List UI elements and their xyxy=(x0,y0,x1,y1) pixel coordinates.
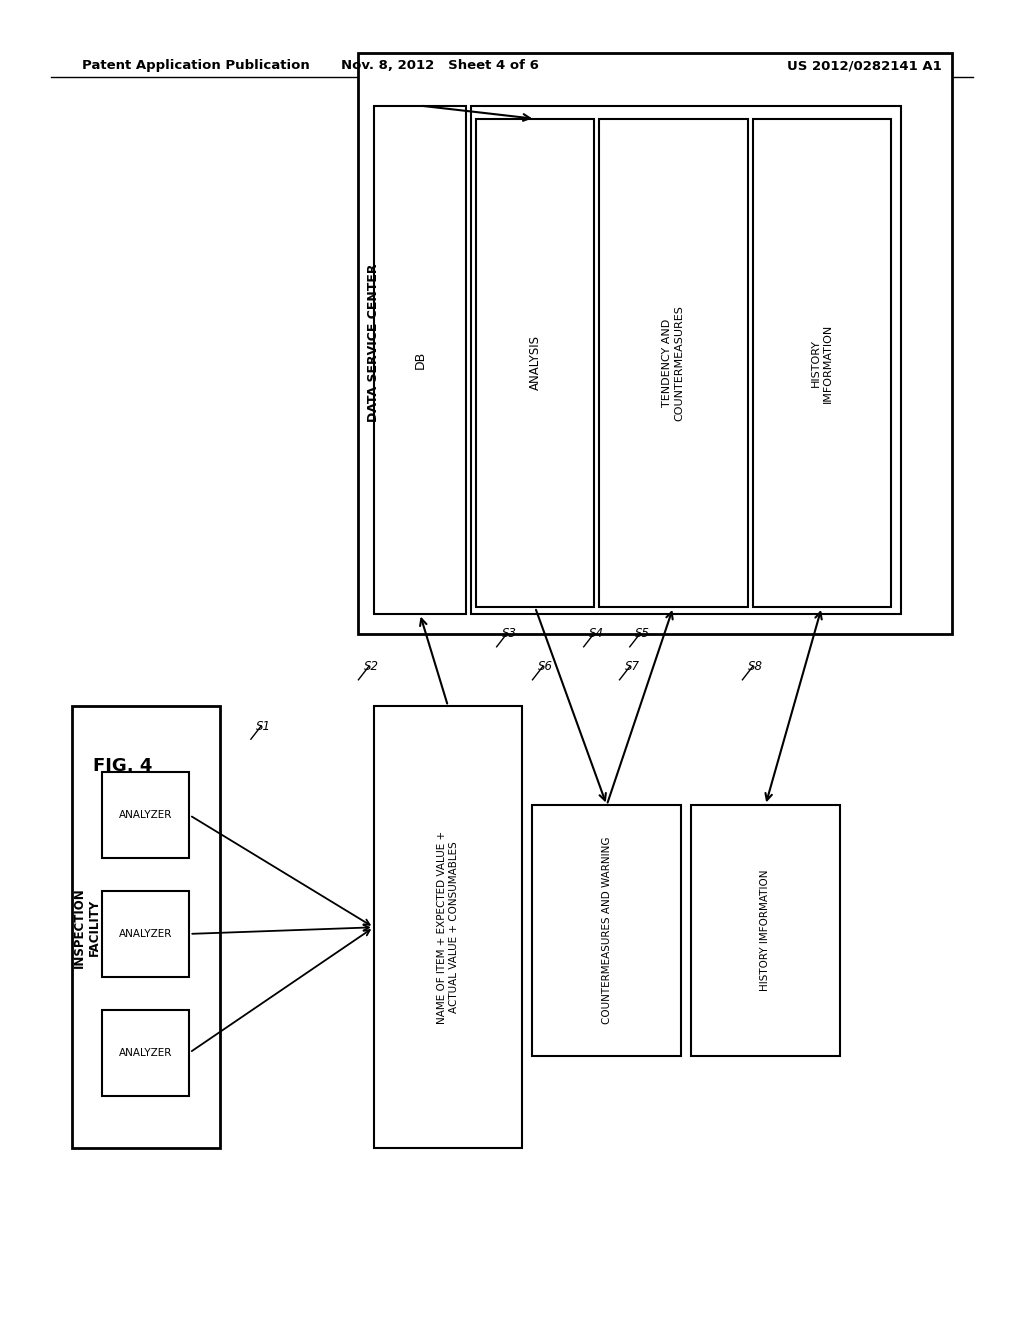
Text: INSPECTION
FACILITY: INSPECTION FACILITY xyxy=(73,887,101,968)
Text: FIG. 4: FIG. 4 xyxy=(93,756,153,775)
Text: ANALYZER: ANALYZER xyxy=(119,1048,173,1057)
FancyBboxPatch shape xyxy=(72,706,220,1148)
Text: DB: DB xyxy=(414,351,426,368)
FancyBboxPatch shape xyxy=(102,1010,189,1096)
Text: HISTORY
IMFORMATION: HISTORY IMFORMATION xyxy=(811,323,833,403)
Text: US 2012/0282141 A1: US 2012/0282141 A1 xyxy=(787,59,942,73)
Text: S7: S7 xyxy=(625,660,640,673)
Text: HISTORY IMFORMATION: HISTORY IMFORMATION xyxy=(761,870,770,991)
FancyBboxPatch shape xyxy=(691,805,840,1056)
Text: ANALYSIS: ANALYSIS xyxy=(528,335,542,391)
Text: S8: S8 xyxy=(748,660,763,673)
Text: NAME OF ITEM + EXPECTED VALUE +
ACTUAL VALUE + CONSUMABLES: NAME OF ITEM + EXPECTED VALUE + ACTUAL V… xyxy=(437,830,459,1024)
FancyBboxPatch shape xyxy=(599,119,748,607)
Text: Patent Application Publication: Patent Application Publication xyxy=(82,59,309,73)
FancyBboxPatch shape xyxy=(102,772,189,858)
FancyBboxPatch shape xyxy=(374,106,466,614)
FancyBboxPatch shape xyxy=(753,119,891,607)
FancyBboxPatch shape xyxy=(374,706,522,1148)
Text: S5: S5 xyxy=(635,627,650,640)
FancyBboxPatch shape xyxy=(358,53,952,634)
Text: S6: S6 xyxy=(538,660,553,673)
Text: ANALYZER: ANALYZER xyxy=(119,810,173,820)
Text: COUNTERMEASURES AND WARNING: COUNTERMEASURES AND WARNING xyxy=(602,837,611,1024)
FancyBboxPatch shape xyxy=(476,119,594,607)
Text: TENDENCY AND
COUNTERMEASURES: TENDENCY AND COUNTERMEASURES xyxy=(663,305,684,421)
Text: S2: S2 xyxy=(364,660,379,673)
FancyBboxPatch shape xyxy=(102,891,189,977)
Text: S3: S3 xyxy=(502,627,517,640)
Text: Nov. 8, 2012   Sheet 4 of 6: Nov. 8, 2012 Sheet 4 of 6 xyxy=(341,59,540,73)
FancyBboxPatch shape xyxy=(471,106,901,614)
Text: ANALYZER: ANALYZER xyxy=(119,929,173,939)
FancyBboxPatch shape xyxy=(532,805,681,1056)
Text: DATA SERVICE CENTER: DATA SERVICE CENTER xyxy=(368,264,380,422)
Text: S4: S4 xyxy=(589,627,604,640)
Text: S1: S1 xyxy=(256,719,271,733)
